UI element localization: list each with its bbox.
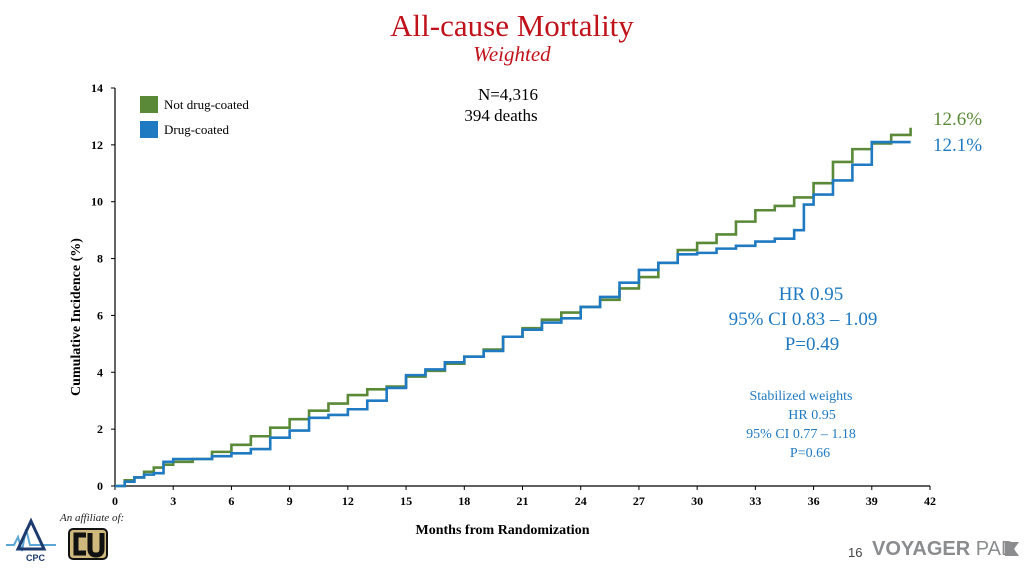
x-tick-label: 39 bbox=[866, 494, 878, 508]
x-axis-label: Months from Randomization bbox=[416, 523, 590, 538]
y-tick-label: 6 bbox=[97, 308, 103, 322]
page-number: 16 bbox=[848, 545, 863, 560]
hr-annotation: HR 0.95 bbox=[779, 284, 843, 305]
series-end-label: 12.6% bbox=[933, 109, 982, 130]
legend-label: Drug-coated bbox=[164, 122, 229, 137]
p-annotation: P=0.49 bbox=[785, 334, 840, 355]
chart-annotations: N=4,316 394 deaths HR 0.95 95% CI 0.83 – 1.… bbox=[464, 85, 877, 461]
deaths-annotation: 394 deaths bbox=[464, 106, 537, 125]
brand-voyager: VOYAGER bbox=[872, 538, 971, 560]
stabilized-title: Stabilized weights bbox=[749, 389, 852, 404]
x-tick-label: 12 bbox=[342, 494, 354, 508]
y-tick-label: 4 bbox=[97, 365, 103, 379]
flag-icon bbox=[1005, 542, 1019, 556]
series-line-drug-coated bbox=[115, 140, 911, 488]
x-tick-label: 6 bbox=[228, 494, 234, 508]
stabilized-hr: HR 0.95 bbox=[788, 408, 835, 423]
affiliate-label: An affiliate of: bbox=[60, 512, 125, 524]
x-tick-label: 9 bbox=[287, 494, 293, 508]
y-tick-label: 8 bbox=[97, 252, 103, 266]
series-end-label: 12.1% bbox=[933, 135, 982, 156]
chart-legend: Not drug-coated Drug-coated bbox=[140, 96, 249, 138]
legend-label: Not drug-coated bbox=[164, 97, 249, 112]
stabilized-ci: 95% CI 0.77 – 1.18 bbox=[746, 427, 856, 442]
cu-logo bbox=[68, 528, 108, 560]
n-annotation: N=4,316 bbox=[478, 85, 538, 104]
chart-series-layer: 12.6% 12.1% bbox=[115, 109, 982, 488]
cpc-label: CPC bbox=[26, 553, 46, 563]
x-tick-label: 42 bbox=[924, 494, 936, 508]
y-axis-label: Cumulative Incidence (%) bbox=[69, 238, 84, 396]
chart-axes: 0 3 6 9 12 15 18 21 24 27 30 33 36 39 4202468101214Mon… bbox=[69, 81, 936, 538]
legend-swatch bbox=[140, 121, 158, 138]
x-tick-label: 27 bbox=[633, 494, 645, 508]
y-tick-label: 2 bbox=[97, 422, 103, 436]
voyager-pad-logo: VOYAGER PAD bbox=[872, 538, 1015, 561]
x-tick-label: 15 bbox=[400, 494, 412, 508]
x-tick-label: 3 bbox=[170, 494, 176, 508]
y-tick-label: 12 bbox=[91, 138, 103, 152]
ci-annotation: 95% CI 0.83 – 1.09 bbox=[729, 309, 878, 330]
legend-swatch bbox=[140, 96, 158, 113]
page-subtitle: Weighted bbox=[473, 42, 551, 66]
cpc-logo bbox=[6, 517, 56, 552]
stabilized-p: P=0.66 bbox=[790, 446, 830, 461]
y-tick-label: 0 bbox=[97, 479, 103, 493]
y-tick-label: 14 bbox=[91, 81, 103, 95]
x-tick-label: 33 bbox=[749, 494, 761, 508]
x-tick-label: 30 bbox=[691, 494, 703, 508]
x-tick-label: 36 bbox=[808, 494, 820, 508]
x-tick-label: 24 bbox=[575, 494, 587, 508]
x-tick-label: 21 bbox=[517, 494, 529, 508]
x-tick-label: 0 bbox=[112, 494, 118, 508]
x-tick-label: 18 bbox=[458, 494, 470, 508]
y-tick-label: 10 bbox=[91, 195, 103, 209]
page-title: All-cause Mortality bbox=[390, 8, 634, 43]
